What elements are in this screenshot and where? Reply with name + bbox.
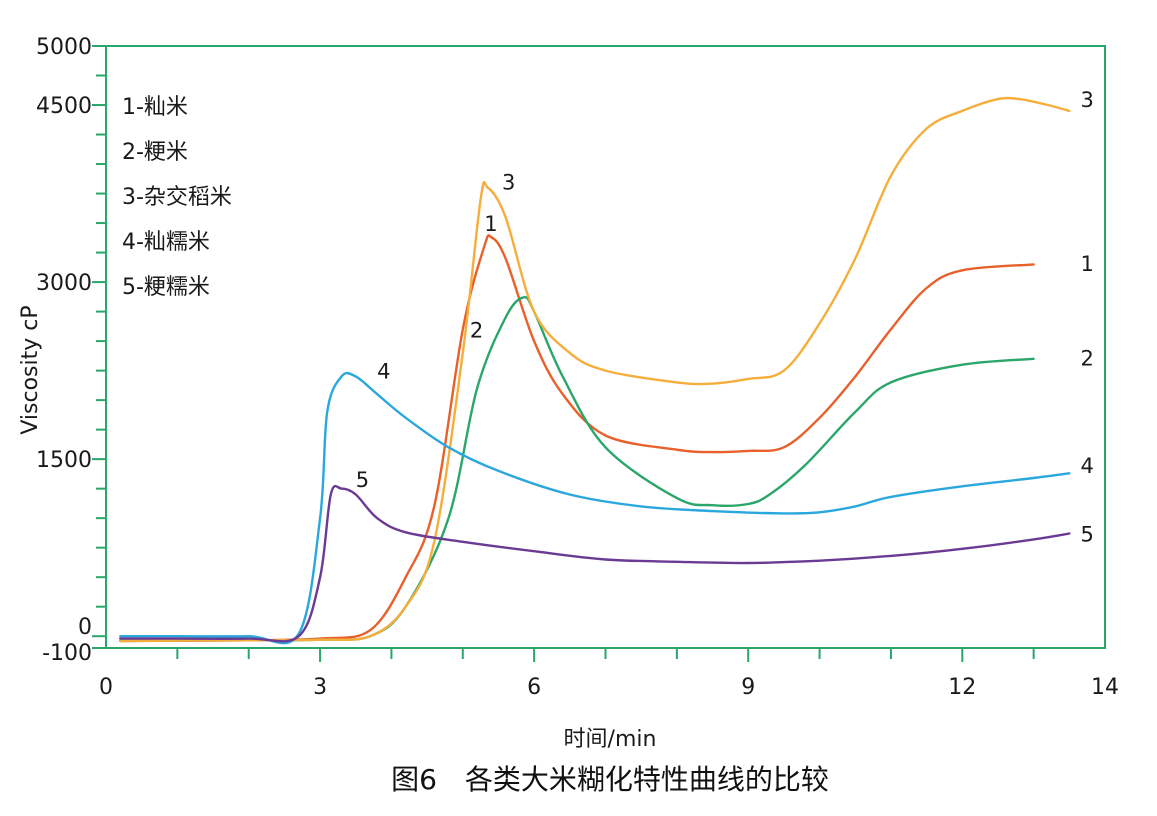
y-tick-label: 0 [78, 615, 92, 640]
y-tick-label: 5000 [36, 35, 92, 60]
series-line-3 [119, 96, 1071, 643]
curve-peak-label-2: 2 [470, 318, 483, 342]
x-tick-label: 14 [1091, 675, 1119, 700]
y-tick-label: -100 [42, 641, 92, 666]
y-axis-tick-labels: 5000 4500 3000 1500 0-100 [36, 35, 92, 666]
legend-item: 3-杂交稻米 [122, 185, 232, 210]
legend: 1-籼米 2-粳米 3-杂交稻米 4-籼糯米 5-粳糯米 [122, 95, 232, 300]
curve-peak-label-4: 4 [377, 360, 390, 384]
figure-caption: 图6 各类大米糊化特性曲线的比较 [391, 763, 829, 796]
y-tick-label: 4500 [36, 94, 92, 119]
curve-end-label-2: 2 [1080, 347, 1093, 371]
curve-peak-label-3: 3 [502, 171, 515, 195]
series-lines [119, 96, 1071, 645]
x-tick-label: 6 [527, 675, 541, 700]
x-tick-label: 12 [948, 675, 976, 700]
y-axis-ticks [92, 45, 106, 649]
y-tick-label: 3000 [36, 271, 92, 296]
curve-end-label-3: 3 [1080, 88, 1093, 112]
series-line-5 [119, 484, 1071, 643]
x-axis-tick-labels: 0 3 6 9 12 14 [99, 675, 1119, 700]
series-line-2 [119, 295, 1035, 643]
x-tick-label: 0 [99, 675, 113, 700]
curve-peak-label-5: 5 [356, 468, 369, 492]
x-tick-label: 9 [741, 675, 755, 700]
legend-item: 5-粳糯米 [122, 275, 210, 300]
y-tick-label: 1500 [36, 448, 92, 473]
curve-peak-label-1: 1 [484, 212, 497, 236]
x-tick-label: 3 [313, 675, 327, 700]
legend-item: 4-籼糯米 [122, 230, 210, 255]
legend-item: 1-籼米 [122, 95, 188, 120]
legend-item: 2-粳米 [122, 140, 188, 165]
curve-end-label-4: 4 [1080, 454, 1093, 478]
plot-frame [105, 45, 1106, 649]
series-line-1 [119, 234, 1035, 643]
curve-end-label-1: 1 [1080, 252, 1093, 276]
x-axis-ticks [176, 648, 1035, 662]
curve-end-label-5: 5 [1080, 523, 1093, 547]
series-line-4 [119, 371, 1071, 645]
x-axis-title: 时间/min [564, 727, 657, 752]
y-axis-title: Viscosity cP [18, 305, 43, 434]
